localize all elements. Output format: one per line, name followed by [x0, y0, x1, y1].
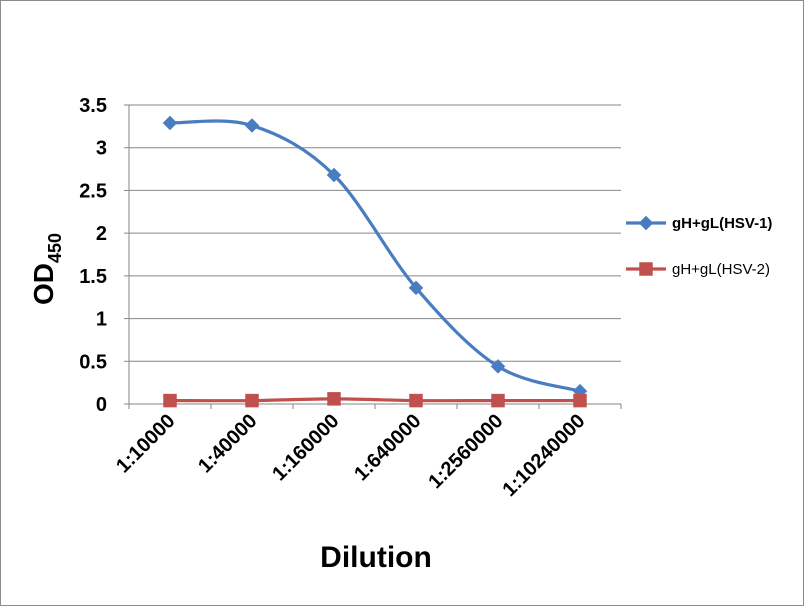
- series-2-point-2: [327, 392, 341, 406]
- series-markers: [162, 115, 588, 408]
- y-axis-ticks: 0 0.5 1 1.5 2 2.5 3 3.5: [79, 95, 107, 416]
- series-line-2: [169, 397, 580, 403]
- y-tick-label: 0.5: [79, 351, 107, 373]
- legend-item-1: gH+gL(HSV-1): [626, 215, 772, 232]
- y-tick-label: 2: [96, 223, 107, 245]
- axes: [124, 104, 622, 409]
- legend-item-2: gH+gL(HSV-2): [626, 261, 770, 278]
- y-axis-title-main: OD: [28, 263, 59, 305]
- series-1-point-4: [490, 359, 506, 374]
- y-tick-label: 2.5: [79, 180, 107, 202]
- series-1-point-1: [244, 118, 260, 133]
- series-2-point-0: [163, 393, 177, 408]
- x-tick-label: 1:10240000: [498, 410, 589, 501]
- x-tick-label: 1:160000: [268, 410, 343, 485]
- series-2-point-4: [491, 393, 505, 408]
- legend-marker-1: [638, 215, 654, 231]
- legend-label-1: gH+gL(HSV-1): [672, 215, 772, 232]
- y-tick-label: 1.5: [79, 266, 107, 288]
- x-tick-label: 1:2560000: [424, 410, 507, 493]
- x-tick-label: 1:640000: [350, 410, 425, 485]
- y-tick-label: 1: [96, 309, 107, 331]
- series-2-point-1: [245, 393, 259, 408]
- legend: gH+gL(HSV-1) gH+gL(HSV-2): [626, 215, 772, 278]
- y-axis-title: OD450: [28, 233, 65, 305]
- x-axis-title: Dilution: [320, 541, 432, 574]
- y-tick-label: 0: [96, 394, 107, 416]
- x-tick-label: 1:40000: [194, 410, 261, 477]
- series-1-point-2: [326, 167, 342, 183]
- x-tick-label: 1:10000: [112, 410, 179, 477]
- y-tick-label: 3.5: [79, 95, 107, 117]
- series-line-1: [169, 119, 581, 393]
- series-lines: [169, 119, 581, 403]
- gridlines: [129, 104, 621, 362]
- x-axis-ticks: 1:10000 1:40000 1:160000 1:6400001:25600001…: [112, 410, 589, 501]
- y-axis-title-subscript: 450: [45, 233, 65, 263]
- legend-marker-2: [639, 262, 653, 276]
- series-2-point-3: [409, 393, 423, 408]
- y-tick-label: 3: [96, 138, 107, 160]
- series-2-point-5: [573, 393, 587, 408]
- series-1-point-0: [162, 115, 178, 131]
- legend-label-2: gH+gL(HSV-2): [672, 261, 770, 278]
- series-1-point-3: [408, 280, 424, 296]
